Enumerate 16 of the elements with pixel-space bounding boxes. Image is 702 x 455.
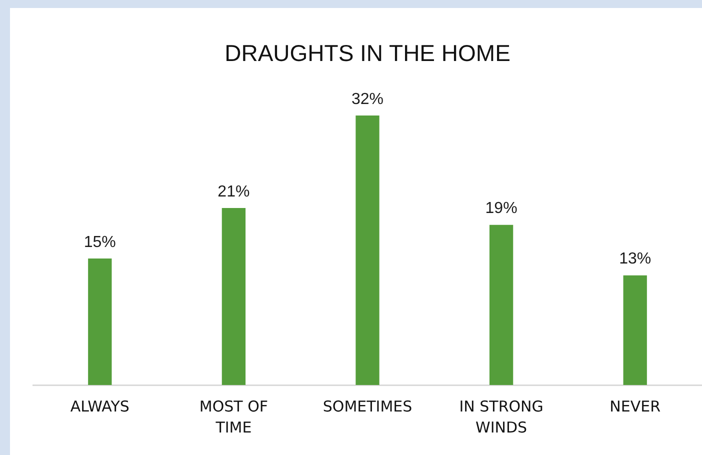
bar: [489, 224, 514, 385]
bar: [222, 208, 246, 385]
x-tick-label: IN STRONG WINDS: [459, 397, 544, 436]
x-tick-label: MOST OF TIME: [199, 397, 268, 436]
x-tick-label: NEVER: [610, 397, 661, 416]
data-label: 15%: [84, 234, 116, 251]
x-tick-label: ALWAYS: [70, 397, 130, 416]
x-tick-label: SOMETIMES: [322, 397, 412, 416]
data-label: 19%: [485, 200, 518, 218]
chart-title: DRAUGHTS IN THE HOME: [224, 40, 510, 66]
data-label: 21%: [218, 183, 250, 200]
bar: [88, 258, 112, 385]
data-label: 32%: [351, 90, 384, 108]
data-label: 13%: [619, 250, 652, 268]
bar: [356, 116, 380, 385]
bar: [623, 275, 647, 385]
